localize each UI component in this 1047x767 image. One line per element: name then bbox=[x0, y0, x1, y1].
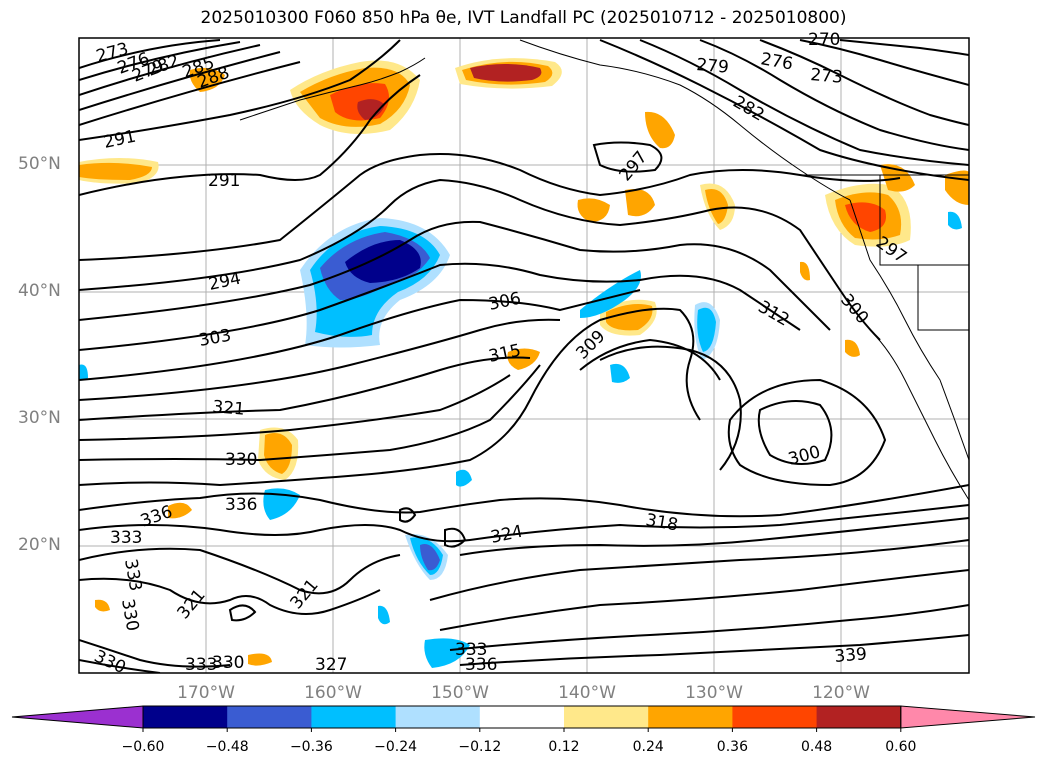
latitude-label: 40°N bbox=[18, 281, 61, 301]
colorbar-extend-high bbox=[900, 705, 1036, 729]
graticule bbox=[79, 38, 969, 673]
latitude-label: 30°N bbox=[18, 408, 61, 428]
colorbar-segment bbox=[648, 706, 733, 728]
colorbar-tick-label: 0.36 bbox=[716, 739, 748, 755]
colorbar-segment bbox=[479, 706, 565, 728]
ivt-positive-shading bbox=[79, 58, 969, 666]
ivt-negative-shading bbox=[79, 211, 962, 668]
contour-label: 273 bbox=[810, 65, 844, 88]
colorbar-segment bbox=[143, 706, 228, 728]
contour-label: 330 bbox=[225, 450, 257, 470]
colorbar-tick-label: 0.60 bbox=[885, 739, 917, 755]
contour-label: 330 bbox=[212, 653, 244, 673]
contour-label: 336 bbox=[465, 655, 497, 675]
map-title: 2025010300 F060 850 hPa θe, IVT Landfall… bbox=[200, 8, 847, 28]
colorbar-segment bbox=[564, 706, 649, 728]
colorbar-tick-label: −0.48 bbox=[205, 739, 249, 755]
contour-label: 333 bbox=[455, 640, 487, 660]
contour-label: 333 bbox=[185, 655, 217, 675]
longitude-label: 170°W bbox=[177, 683, 235, 703]
longitude-label: 120°W bbox=[812, 683, 870, 703]
colorbar-segment bbox=[395, 706, 481, 728]
longitude-label: 140°W bbox=[558, 683, 616, 703]
colorbar-segment bbox=[311, 706, 397, 728]
contour-label: 321 bbox=[212, 397, 246, 420]
colorbar-tick-label: −0.60 bbox=[121, 739, 165, 755]
colorbar-segment bbox=[732, 706, 818, 728]
colorbar-tick-label: −0.24 bbox=[374, 739, 418, 755]
longitude-label: 130°W bbox=[685, 683, 743, 703]
contour-label: 291 bbox=[208, 171, 240, 191]
longitude-label: 160°W bbox=[304, 683, 362, 703]
latitude-label: 20°N bbox=[18, 535, 61, 555]
contour-label: 339 bbox=[834, 644, 868, 667]
colorbar-segment bbox=[816, 706, 902, 728]
contour-label: 336 bbox=[225, 495, 257, 515]
coastlines bbox=[239, 39, 969, 501]
colorbar-tick-label: −0.12 bbox=[458, 739, 502, 755]
colorbar bbox=[11, 705, 1036, 732]
colorbar-tick-label: 0.48 bbox=[801, 739, 833, 755]
latitude-label: 50°N bbox=[18, 154, 61, 174]
longitude-label: 150°W bbox=[431, 683, 489, 703]
contour-label: 279 bbox=[696, 55, 730, 78]
colorbar-tick-label: −0.36 bbox=[289, 739, 333, 755]
contour-label: 270 bbox=[808, 30, 840, 50]
colorbar-extend-low bbox=[11, 705, 144, 729]
theta-e-contours bbox=[79, 39, 969, 673]
map-frame bbox=[78, 37, 970, 674]
colorbar-segment bbox=[227, 706, 312, 728]
colorbar-frame bbox=[142, 705, 902, 729]
contour-label: 333 bbox=[110, 528, 142, 548]
colorbar-tick-label: 0.12 bbox=[548, 739, 580, 755]
contour-label: 327 bbox=[315, 655, 347, 675]
colorbar-tick-label: 0.24 bbox=[632, 739, 664, 755]
